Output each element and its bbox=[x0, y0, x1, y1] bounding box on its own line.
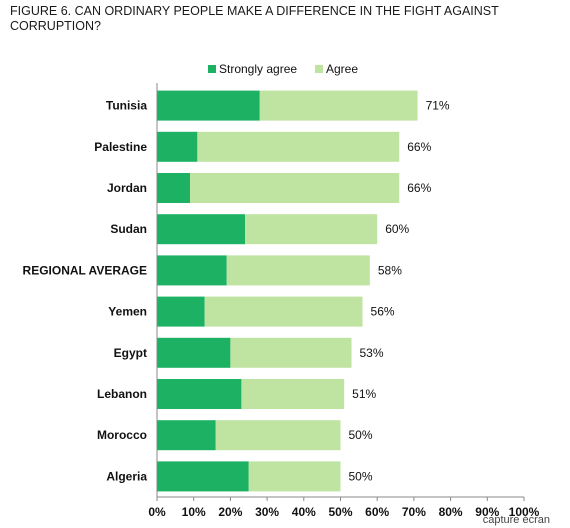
bar-agree-egypt bbox=[230, 337, 352, 368]
bar-agree-yemen bbox=[204, 296, 363, 327]
bar-strongly-agree-egypt bbox=[157, 337, 231, 368]
x-tick-label: 90% bbox=[475, 505, 499, 519]
legend: Strongly agree Agree bbox=[208, 62, 358, 76]
total-label: 56% bbox=[371, 305, 395, 319]
bar-strongly-agree-jordan bbox=[157, 173, 191, 203]
bar-strongly-agree-sudan bbox=[157, 214, 246, 245]
x-tick-label: 50% bbox=[328, 505, 352, 519]
total-label: 58% bbox=[378, 263, 402, 277]
x-tick-label: 10% bbox=[182, 505, 206, 519]
x-tick-label: 0% bbox=[148, 505, 166, 519]
legend-label-strongly-agree: Strongly agree bbox=[219, 62, 297, 76]
bar-agree-tunisia bbox=[259, 90, 418, 121]
bar-strongly-agree-algeria bbox=[157, 461, 249, 492]
bar-agree-jordan bbox=[190, 173, 400, 203]
x-tick-label: 60% bbox=[365, 505, 389, 519]
legend-swatch-strongly-agree bbox=[208, 65, 216, 73]
bar-agree-palestine bbox=[197, 131, 400, 162]
category-label: Algeria bbox=[106, 469, 147, 483]
image-credit: capture écran bbox=[482, 514, 550, 526]
bar-strongly-agree-tunisia bbox=[157, 90, 260, 121]
x-axis: 0% 10% 20% 30% 40% 50% 60% 70% 80% 90% 100% bbox=[148, 83, 540, 519]
x-tick-label: 30% bbox=[255, 505, 279, 519]
category-label: Jordan bbox=[107, 181, 147, 195]
legend-swatch-agree bbox=[315, 65, 323, 73]
category-label: Morocco bbox=[97, 428, 147, 442]
total-label: 66% bbox=[407, 140, 431, 154]
bar-strongly-agree-lebanon bbox=[157, 379, 242, 409]
total-label: 51% bbox=[352, 387, 376, 401]
bar-strongly-agree-regional-average bbox=[157, 255, 227, 286]
chart-title: FIGURE 6. CAN ORDINARY PEOPLE MAKE A DIF… bbox=[10, 4, 499, 33]
bar-strongly-agree-palestine bbox=[157, 131, 198, 162]
total-label: 66% bbox=[407, 181, 431, 195]
category-label: Tunisia bbox=[106, 99, 147, 113]
total-label: 60% bbox=[385, 222, 409, 236]
bar-strongly-agree-yemen bbox=[157, 296, 205, 327]
total-label: 50% bbox=[349, 428, 373, 442]
total-label: 71% bbox=[426, 99, 450, 113]
legend-label-agree: Agree bbox=[326, 62, 358, 76]
category-label: Egypt bbox=[114, 346, 147, 360]
category-label: Yemen bbox=[108, 305, 147, 319]
category-label: Sudan bbox=[110, 222, 147, 236]
bar-agree-lebanon bbox=[241, 379, 345, 409]
x-tick-label: 80% bbox=[439, 505, 463, 519]
x-tick-label: 70% bbox=[402, 505, 426, 519]
x-tick-label: 100% bbox=[509, 505, 540, 519]
bar-agree-regional-average bbox=[226, 255, 370, 286]
bar-agree-sudan bbox=[245, 214, 378, 245]
category-label: REGIONAL AVERAGE bbox=[23, 263, 147, 277]
total-label: 53% bbox=[360, 346, 384, 360]
category-label: Palestine bbox=[94, 140, 147, 154]
x-tick-label: 40% bbox=[292, 505, 316, 519]
bars bbox=[157, 90, 418, 492]
bar-agree-algeria bbox=[248, 461, 341, 492]
bar-strongly-agree-morocco bbox=[157, 420, 216, 451]
x-tick-label: 20% bbox=[218, 505, 242, 519]
bar-agree-morocco bbox=[215, 420, 341, 451]
category-labels: Tunisia 71% Palestine 66% Jordan 66% Sudan 60% R… bbox=[23, 99, 450, 484]
total-label: 50% bbox=[349, 469, 373, 483]
category-label: Lebanon bbox=[97, 387, 147, 401]
